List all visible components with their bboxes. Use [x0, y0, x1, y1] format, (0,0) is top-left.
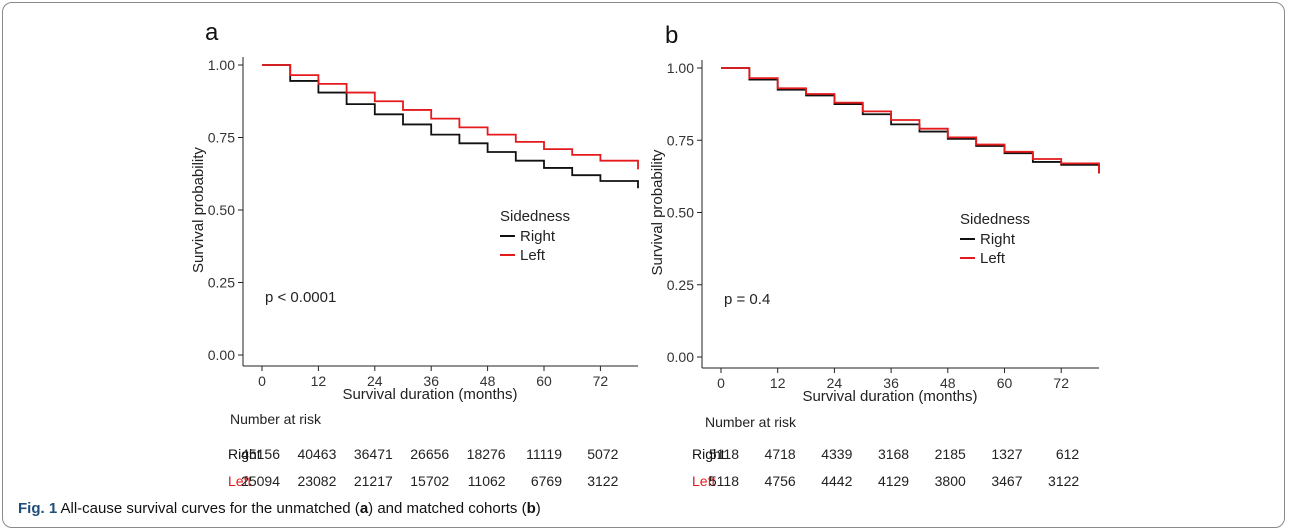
p-value-annotation: p = 0.4	[724, 291, 770, 308]
y-tick-label: 0.25	[208, 275, 235, 291]
panel-a: a 0.00 0.25 0.50 0.75 1.00 0 12 24 36 48 60 72 Surviv…	[190, 19, 639, 489]
legend-title: Sidedness	[500, 208, 570, 225]
caption-fig-label: Fig. 1	[18, 500, 58, 517]
risk-value: 36471	[354, 446, 393, 462]
legend-label-right: Right	[980, 231, 1016, 248]
x-tick-label: 36	[883, 375, 899, 391]
x-tick-label: 48	[940, 375, 956, 391]
x-tick-label: 60	[536, 373, 552, 389]
risk-value: 3467	[991, 473, 1022, 489]
risk-value: 4442	[821, 473, 852, 489]
x-tick-label: 0	[258, 373, 266, 389]
x-tick-label: 72	[1053, 375, 1069, 391]
risk-value: 3168	[878, 446, 909, 462]
legend-title: Sidedness	[960, 211, 1030, 228]
caption-text-2: ) and matched cohorts (	[368, 500, 527, 517]
risk-value: 4756	[765, 473, 796, 489]
survival-curve-right	[262, 64, 639, 189]
y-tick-label: 0.50	[667, 205, 694, 221]
panel-b: b 0.00 0.25 0.50 0.75 1.00 0 12 24 36 48 60 72 Surviv…	[649, 22, 1100, 489]
risk-value: 3122	[1048, 473, 1079, 489]
legend-label-right: Right	[520, 228, 556, 245]
risk-value: 5118	[709, 473, 739, 489]
y-tick-label: 1.00	[667, 60, 694, 76]
survival-curve-left	[721, 67, 1100, 174]
risk-value: 15702	[410, 473, 449, 489]
risk-table-title: Number at risk	[705, 414, 797, 430]
x-tick-label: 24	[827, 375, 843, 391]
x-tick-label: 12	[311, 373, 327, 389]
x-axis-label: Survival duration (months)	[342, 386, 517, 403]
y-tick-label: 0.00	[667, 349, 694, 365]
y-tick-label: 0.75	[208, 130, 235, 146]
x-axis-label: Survival duration (months)	[802, 388, 977, 405]
risk-row-label-right: Right	[692, 446, 725, 462]
risk-value: 2185	[935, 446, 966, 462]
risk-value: 45156	[241, 446, 280, 462]
caption-text-3: )	[535, 500, 541, 517]
risk-row-label-left: Left	[692, 473, 715, 489]
legend-label-left: Left	[980, 250, 1006, 267]
x-tick-label: 72	[593, 373, 609, 389]
y-tick-label: 0.50	[208, 202, 235, 218]
risk-value: 26656	[410, 446, 449, 462]
risk-value: 5118	[709, 446, 739, 462]
x-tick-label: 24	[367, 373, 383, 389]
risk-value: 11119	[526, 446, 562, 462]
figure-canvas: a 0.00 0.25 0.50 0.75 1.00 0 12 24 36 48 60 72 Surviv…	[190, 19, 1100, 489]
risk-value: 1327	[991, 446, 1022, 462]
risk-value: 4339	[821, 446, 852, 462]
y-tick-label: 0.75	[667, 132, 694, 148]
risk-value: 3800	[935, 473, 966, 489]
y-tick-label: 0.25	[667, 277, 694, 293]
panel-letter: b	[665, 22, 678, 49]
x-tick-label: 0	[717, 375, 725, 391]
risk-row-label-right: Right	[228, 446, 261, 462]
survival-curve-left	[262, 64, 639, 170]
y-tick-label: 0.00	[208, 347, 235, 363]
risk-value: 21217	[354, 473, 393, 489]
figure-caption: Fig. 1 All-cause survival curves for the…	[18, 500, 541, 517]
caption-label-a: a	[359, 500, 369, 517]
legend-label-left: Left	[520, 247, 546, 264]
p-value-annotation: p < 0.0001	[265, 289, 336, 306]
panel-letter: a	[205, 19, 219, 46]
x-tick-label: 36	[423, 373, 439, 389]
risk-value: 6769	[531, 473, 562, 489]
caption-text-1: All-cause survival curves for the unmatc…	[57, 500, 360, 517]
y-axis-label: Survival probability	[190, 147, 207, 273]
y-tick-label: 1.00	[208, 57, 235, 73]
x-tick-label: 60	[997, 375, 1013, 391]
risk-value: 612	[1056, 446, 1080, 462]
risk-value: 5072	[587, 446, 618, 462]
risk-value: 3122	[587, 473, 618, 489]
y-axis-label: Survival probability	[649, 149, 666, 275]
risk-value: 11062	[468, 473, 506, 489]
risk-value: 40463	[297, 446, 336, 462]
caption-label-b: b	[526, 500, 536, 517]
risk-value: 4718	[765, 446, 796, 462]
x-tick-label: 48	[480, 373, 496, 389]
risk-value: 25094	[241, 473, 280, 489]
risk-row-label-left: Left	[228, 473, 251, 489]
risk-value: 4129	[878, 473, 909, 489]
risk-value: 18276	[467, 446, 506, 462]
x-tick-label: 12	[770, 375, 786, 391]
risk-value: 23082	[297, 473, 336, 489]
risk-table-title: Number at risk	[230, 411, 322, 427]
